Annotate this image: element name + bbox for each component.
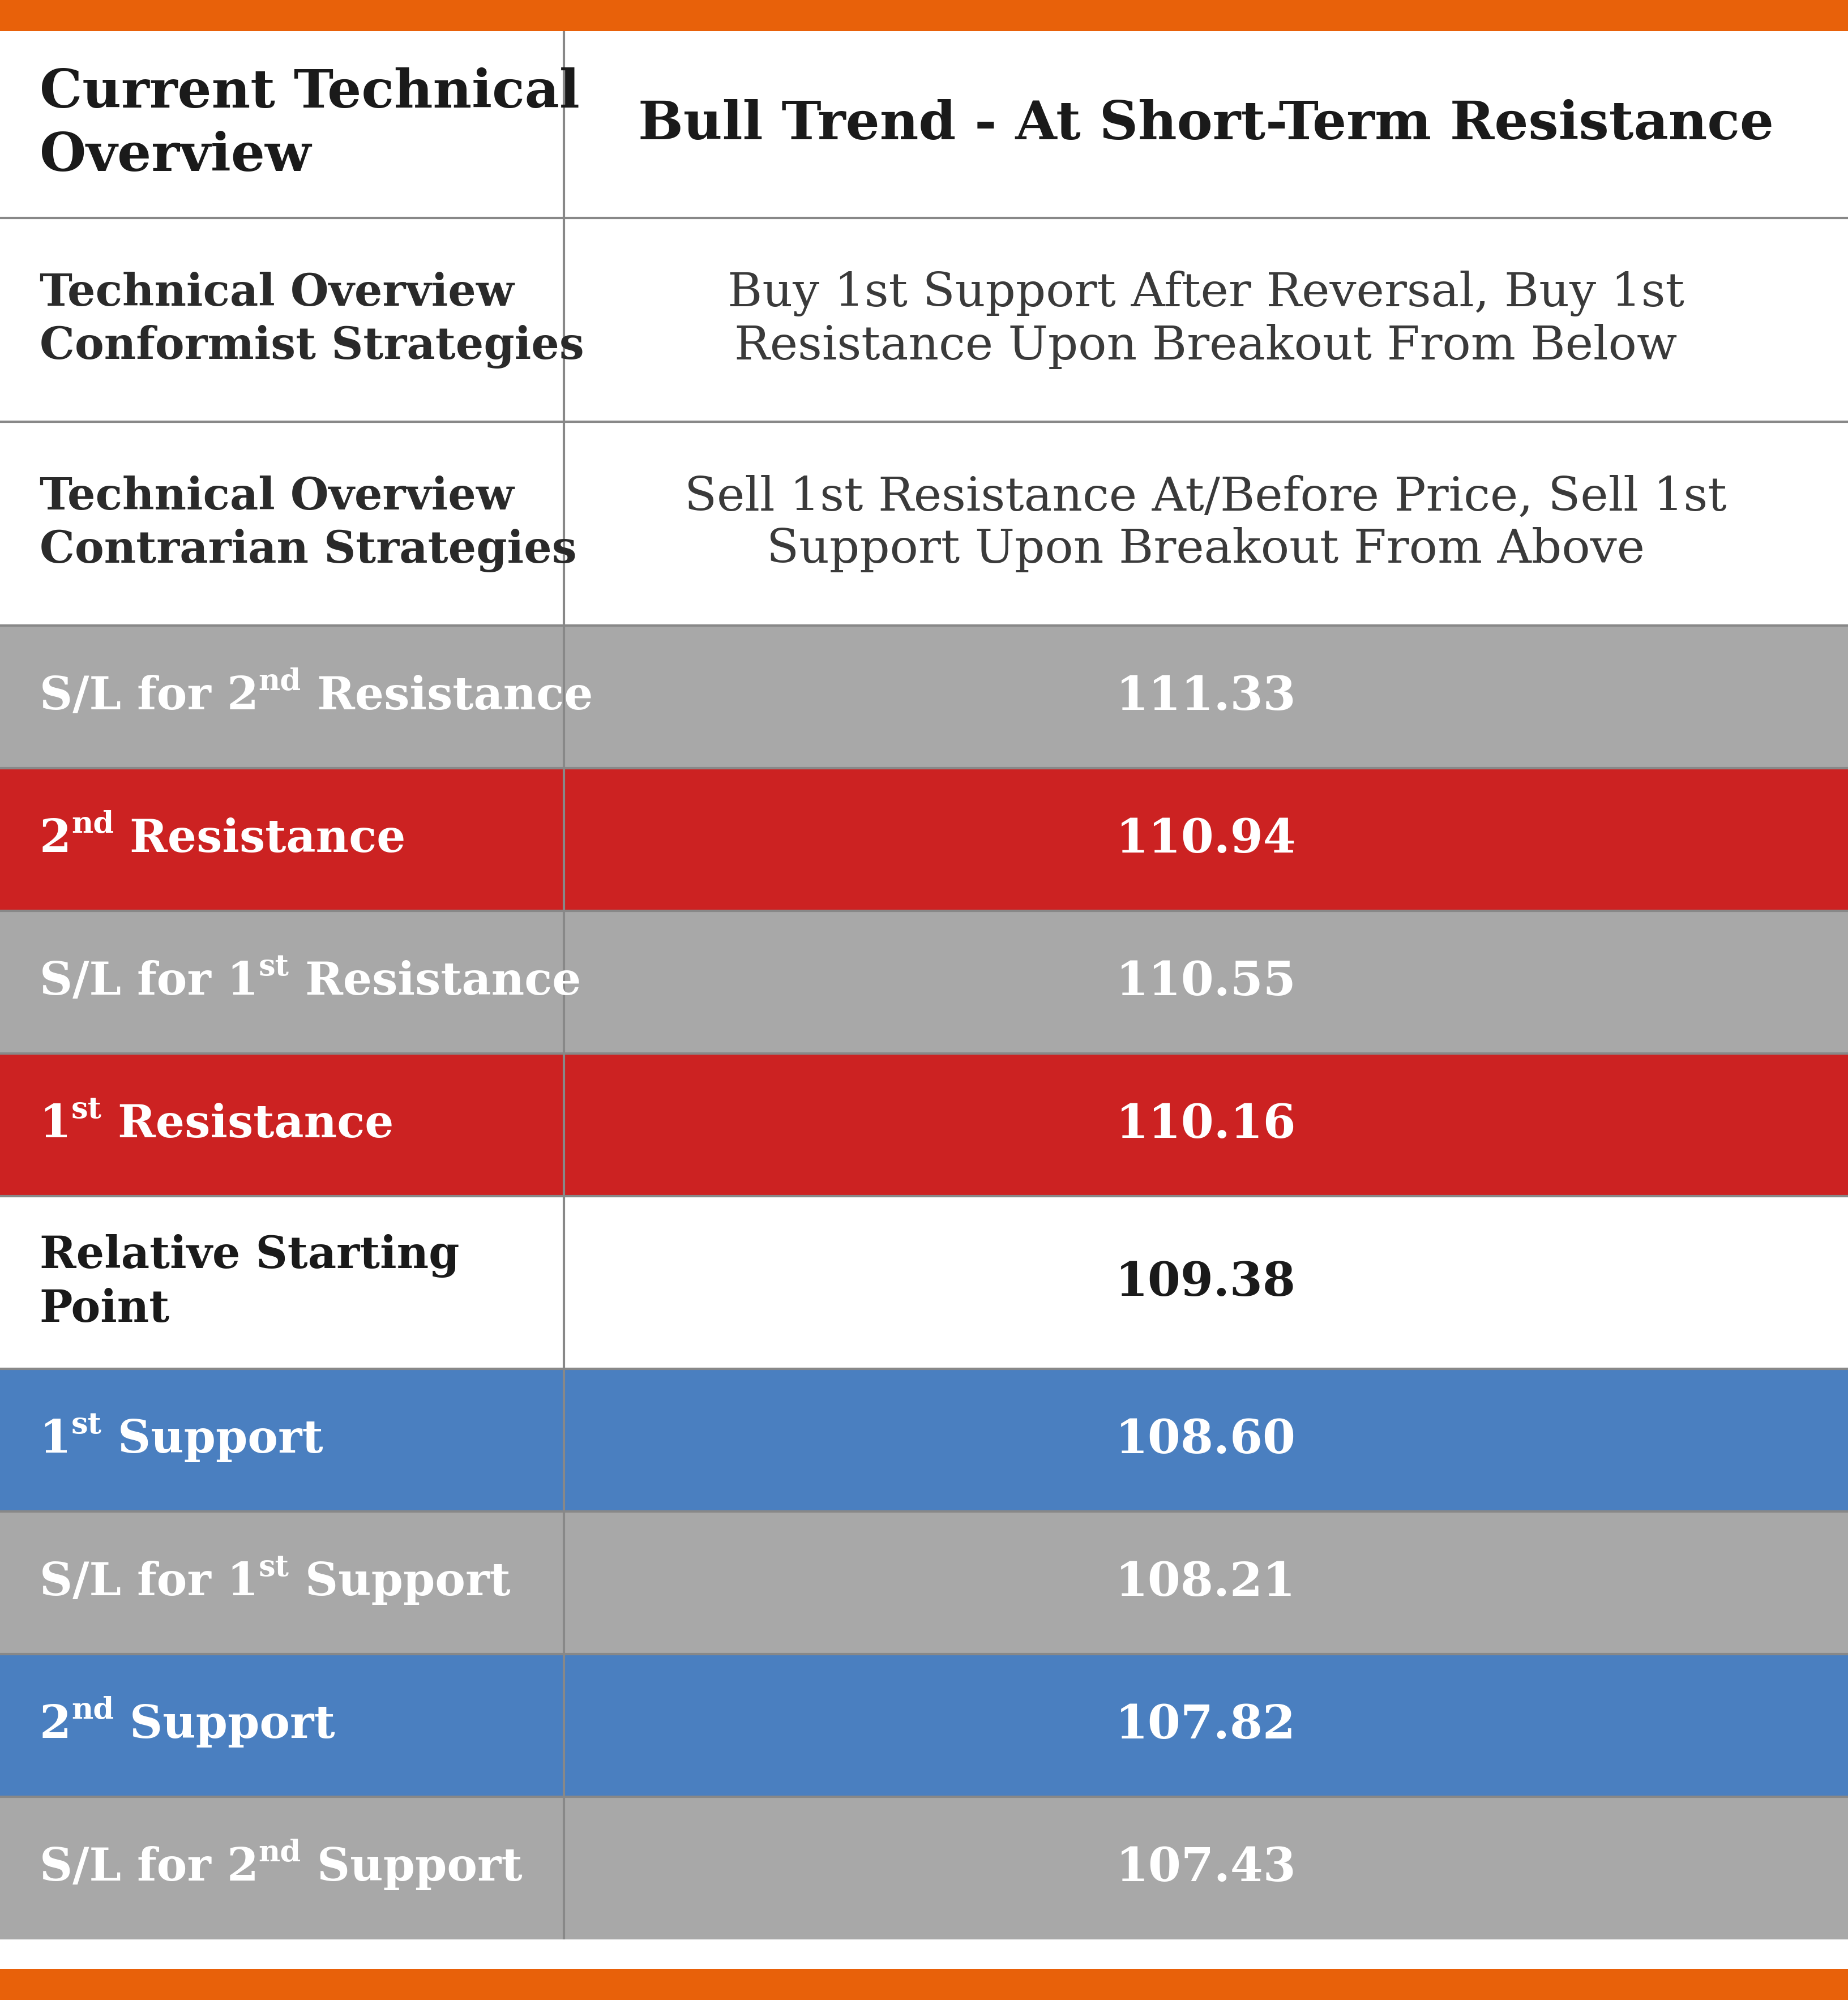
Bar <box>0 1054 564 1196</box>
Text: 108.60: 108.60 <box>1116 1418 1295 1462</box>
Text: S/L for 1: S/L for 1 <box>39 1560 259 1604</box>
Text: nd: nd <box>72 1696 115 1726</box>
Bar <box>0 1368 564 1512</box>
Bar <box>564 626 1848 768</box>
Text: st: st <box>72 1410 102 1440</box>
Text: 109.38: 109.38 <box>1116 1260 1295 1306</box>
Text: nd: nd <box>259 668 301 696</box>
Bar <box>0 422 564 626</box>
Text: Resistance: Resistance <box>115 818 407 862</box>
Text: Buy 1st Support After Reversal, Buy 1st
Resistance Upon Breakout From Below: Buy 1st Support After Reversal, Buy 1st … <box>728 270 1684 368</box>
Bar <box>0 1654 564 1796</box>
Bar <box>0 218 564 422</box>
Text: Resistance: Resistance <box>301 674 593 718</box>
Text: Current Technical
Overview: Current Technical Overview <box>39 68 580 182</box>
Text: 110.94: 110.94 <box>1116 816 1295 862</box>
Bar <box>564 422 1848 626</box>
Bar <box>564 1196 1848 1368</box>
Bar <box>564 1654 1848 1796</box>
Text: 107.43: 107.43 <box>1116 1846 1295 1890</box>
Bar <box>564 1796 1848 1940</box>
Bar <box>0 1512 564 1654</box>
Bar <box>564 910 1848 1054</box>
Text: 2: 2 <box>39 818 72 862</box>
Bar <box>0 1196 564 1368</box>
Text: Support: Support <box>102 1418 323 1462</box>
Text: 1: 1 <box>39 1418 72 1462</box>
Text: 110.16: 110.16 <box>1116 1102 1295 1148</box>
Bar <box>0 1796 564 1940</box>
Text: 107.82: 107.82 <box>1116 1702 1295 1748</box>
Text: 111.33: 111.33 <box>1116 674 1295 720</box>
Bar <box>564 1512 1848 1654</box>
Bar <box>564 1054 1848 1196</box>
Text: Sell 1st Resistance At/Before Price, Sell 1st
Support Upon Breakout From Above: Sell 1st Resistance At/Before Price, Sel… <box>686 474 1726 572</box>
Bar <box>564 218 1848 422</box>
Bar <box>564 32 1848 218</box>
Text: Support: Support <box>301 1846 523 1890</box>
Text: nd: nd <box>72 810 115 840</box>
Bar <box>0 32 564 218</box>
Text: 110.55: 110.55 <box>1116 960 1295 1004</box>
Bar <box>564 768 1848 910</box>
Bar <box>0 910 564 1054</box>
Text: Relative Starting
Point: Relative Starting Point <box>39 1234 460 1330</box>
Text: S/L for 2: S/L for 2 <box>39 674 259 718</box>
Bar <box>0 626 564 768</box>
Text: S/L for 1: S/L for 1 <box>39 960 259 1004</box>
Text: 2: 2 <box>39 1704 72 1748</box>
Text: Technical Overview
Conformist Strategies: Technical Overview Conformist Strategies <box>39 272 584 368</box>
Text: 108.21: 108.21 <box>1116 1560 1295 1606</box>
Bar <box>0 768 564 910</box>
Bar <box>0 0 1848 32</box>
Text: 1: 1 <box>39 1102 72 1146</box>
Text: Support: Support <box>288 1560 510 1604</box>
Text: Support: Support <box>115 1704 334 1748</box>
Text: st: st <box>259 1554 288 1582</box>
Text: S/L for 2: S/L for 2 <box>39 1846 259 1890</box>
Text: Technical Overview
Contrarian Strategies: Technical Overview Contrarian Strategies <box>39 476 577 572</box>
Bar <box>564 1368 1848 1512</box>
Text: Resistance: Resistance <box>288 960 580 1004</box>
Text: st: st <box>259 952 288 982</box>
Text: Bull Trend - At Short-Term Resistance: Bull Trend - At Short-Term Resistance <box>638 100 1774 150</box>
Bar <box>0 1968 1848 2000</box>
Text: Resistance: Resistance <box>102 1102 394 1146</box>
Text: nd: nd <box>259 1838 301 1868</box>
Text: st: st <box>72 1096 102 1124</box>
